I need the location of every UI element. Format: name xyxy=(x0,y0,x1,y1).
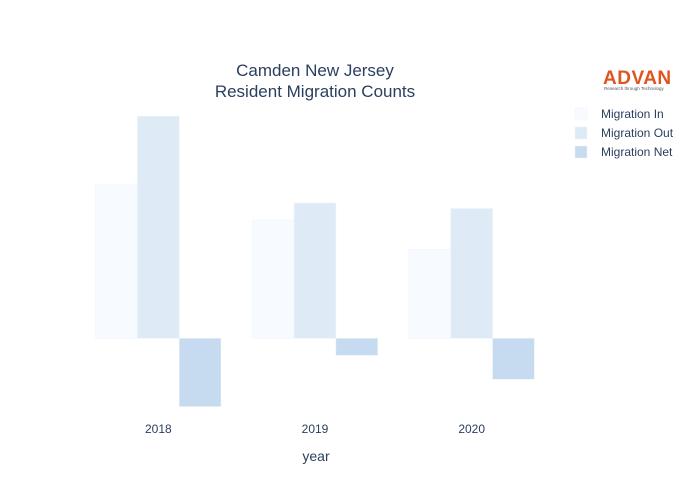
bar-migration-out-2020[interactable] xyxy=(450,208,493,339)
bar-migration-in-2019[interactable] xyxy=(252,219,295,339)
bar-migration-out-2019[interactable] xyxy=(293,202,337,339)
bar-migration-in-2020[interactable] xyxy=(408,249,452,339)
chart-title: Camden New Jersey Resident Migration Cou… xyxy=(215,61,415,101)
bar-migration-net-2020[interactable] xyxy=(492,338,535,380)
logo-wordmark: ADVAN xyxy=(603,68,672,89)
legend-label: Migration Out xyxy=(601,126,674,140)
logo-tagline: Research through Technology xyxy=(604,86,664,91)
x-axis-ticks: 2018 2019 2020 xyxy=(145,422,485,436)
legend-swatch xyxy=(574,126,588,140)
advan-logo: ADVAN Research through Technology xyxy=(603,68,672,91)
legend-item-migration-net[interactable]: Migration Net xyxy=(574,145,673,159)
legend-swatch xyxy=(574,107,588,121)
chart-title-line-2: Resident Migration Counts xyxy=(215,82,415,101)
legend-item-migration-in[interactable]: Migration In xyxy=(574,107,664,121)
x-tick-label: 2018 xyxy=(145,422,172,436)
legend[interactable]: Migration In Migration Out Migration Net xyxy=(574,107,674,159)
legend-label: Migration Net xyxy=(601,145,673,159)
x-tick-label: 2019 xyxy=(302,422,329,436)
plot-area xyxy=(95,115,535,407)
x-tick-label: 2020 xyxy=(458,422,485,436)
chart-title-line-1: Camden New Jersey xyxy=(236,61,394,80)
legend-label: Migration In xyxy=(601,107,664,121)
bar-migration-in-2018[interactable] xyxy=(95,184,138,339)
legend-item-migration-out[interactable]: Migration Out xyxy=(574,126,674,140)
x-axis-title: year xyxy=(302,448,330,464)
legend-swatch xyxy=(574,145,588,159)
bar-migration-out-2018[interactable] xyxy=(137,115,180,339)
bar-migration-net-2019[interactable] xyxy=(335,338,378,356)
bar-migration-net-2018[interactable] xyxy=(178,338,222,407)
